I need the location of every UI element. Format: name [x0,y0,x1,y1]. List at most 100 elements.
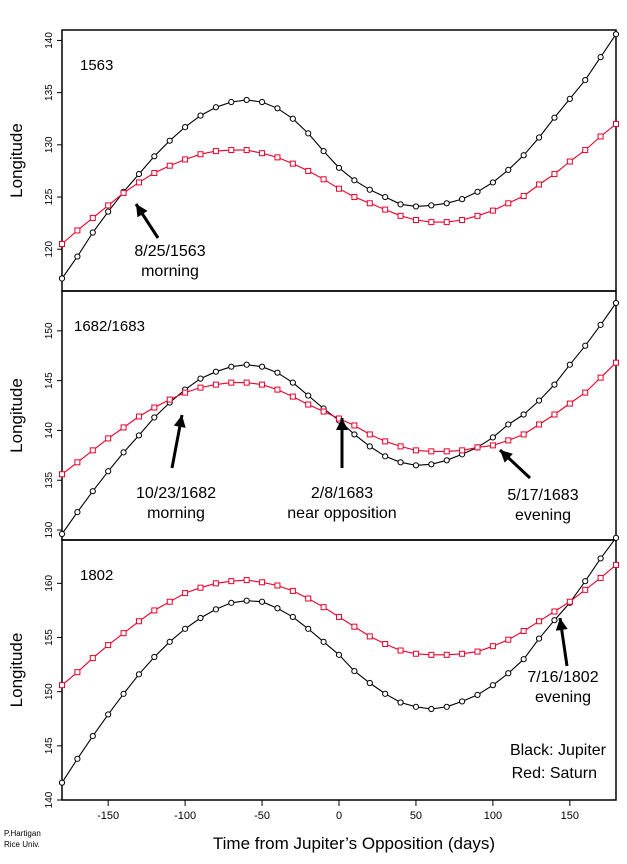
series-jupiter-point [428,202,435,209]
series-saturn-point [89,214,96,221]
series-jupiter-line [61,33,617,279]
series-jupiter-point [505,670,512,677]
y-tick-label: 150 [44,322,55,339]
series-saturn-point [613,359,619,366]
series-jupiter-point [258,98,266,106]
series-jupiter-point [520,656,527,663]
series-jupiter-point [397,459,404,466]
series-jupiter-point [505,166,512,173]
series-saturn-line [61,123,617,245]
series-saturn-point [505,636,512,643]
series-saturn-point [566,400,573,407]
series-jupiter-point [320,148,327,155]
series-jupiter-point [443,457,450,464]
x-tick-label: -150 [97,810,119,822]
series-saturn-point [382,206,389,213]
series-saturn-point [520,628,527,634]
series-saturn-point [274,582,281,589]
series-jupiter-point [612,299,620,307]
series-saturn-point [197,151,204,158]
series-saturn-point [89,655,96,662]
series-saturn-point [489,207,496,214]
series-jupiter-point [105,468,112,475]
y-tick-label: 140 [44,422,55,439]
series-jupiter-point [597,321,604,328]
series-saturn-point [320,176,327,183]
series-saturn-point [443,448,450,455]
series-saturn-point [228,379,235,386]
series-saturn-point [551,411,558,418]
series-jupiter-point [582,578,589,585]
series-jupiter-point [551,381,558,388]
credit-institution: Rice Univ. [4,840,40,849]
series-saturn-point [305,595,312,602]
series-jupiter-point [228,98,235,106]
series-jupiter-point [135,170,143,178]
series-saturn-point [259,579,266,586]
series-saturn-point [212,381,219,388]
y-tick-label: 140 [44,791,55,808]
series-saturn-point [305,401,312,408]
series-jupiter-point [382,453,389,460]
series-jupiter-point [428,705,435,713]
series-saturn-point [536,421,543,428]
series-saturn-point [489,442,496,449]
series-saturn-point [59,241,65,248]
series-jupiter-point [489,179,496,186]
series-saturn-point [582,389,589,396]
credit-author: P.Hartigan [4,829,41,838]
series-saturn-point [336,185,342,192]
series-jupiter-point [197,375,204,382]
series-jupiter-point [351,667,358,675]
series-jupiter-point [428,461,435,468]
series-saturn-point [120,630,127,637]
annotation-note-label: near opposition [287,505,396,522]
series-saturn-point [382,641,389,647]
annotation-arrowhead [136,204,148,218]
series-saturn-point [412,650,419,657]
series-jupiter-point [58,779,66,786]
series-saturn-point [505,200,512,207]
series-jupiter-point [212,606,219,613]
series-jupiter-point [520,152,527,159]
series-jupiter-point [120,449,127,456]
series-saturn-point [566,598,573,605]
series-saturn-point [459,217,466,224]
series-jupiter-point [274,105,281,112]
series-jupiter-point [89,488,96,495]
series-jupiter-point [582,77,589,84]
series-saturn-point [228,578,235,585]
series-jupiter-point [505,421,512,428]
series-saturn-point [197,584,204,591]
series-saturn-point [474,444,481,451]
series-saturn-point [551,608,558,615]
legend-jupiter: Black: Jupiter [510,742,607,759]
annotation-arrowhead [173,415,186,428]
series-jupiter-point [258,598,266,605]
series-saturn-point [536,618,543,625]
series-jupiter-point [74,509,81,516]
series-saturn-point [74,669,81,676]
series-jupiter-point [535,635,543,642]
series-jupiter-point [274,369,281,376]
series-saturn-point [505,437,512,444]
series-saturn-point [443,219,450,226]
series-saturn-point [166,396,173,403]
series-saturn-point [412,217,419,224]
series-saturn-point [135,618,142,625]
y-axis-label: Longitude [7,378,26,453]
series-jupiter-point [243,96,250,104]
series-jupiter-point [228,599,235,606]
series-saturn-point [212,148,219,155]
series-saturn-point [428,651,435,658]
series-jupiter-point [551,114,558,121]
series-jupiter-point [182,123,189,131]
panel-title: 1682/1683 [74,318,145,335]
y-tick-label: 145 [44,372,55,389]
series-saturn-point [397,443,404,450]
series-jupiter-point [474,691,481,699]
series-jupiter-point [335,164,343,171]
series-jupiter-point [89,732,96,740]
series-jupiter-point [412,203,420,210]
